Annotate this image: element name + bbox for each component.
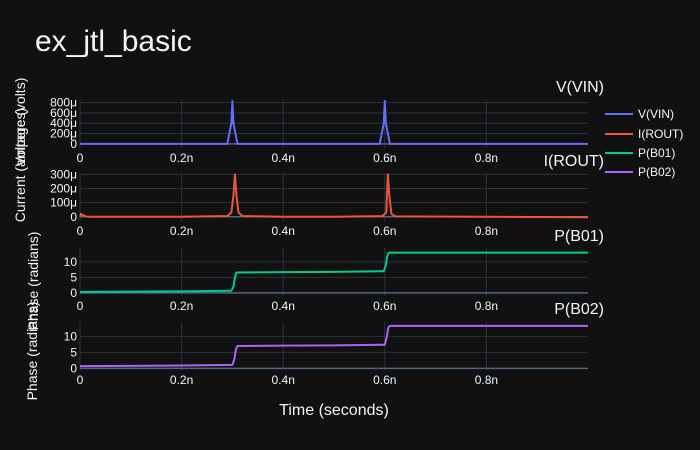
y-tick-label: 200μ bbox=[50, 182, 77, 196]
x-tick-label: 0.2n bbox=[170, 299, 193, 313]
subplot-title: I(ROUT) bbox=[544, 153, 604, 170]
x-axis-label: Time (seconds) bbox=[279, 402, 389, 419]
y-tick-label: 5 bbox=[70, 270, 77, 284]
y-tick-label: 200μ bbox=[50, 127, 77, 141]
x-tick-label: 0.8n bbox=[475, 299, 498, 313]
y-tick-label: 10 bbox=[64, 329, 78, 343]
x-tick-label: 0.6n bbox=[373, 373, 396, 387]
y-tick-label: 300μ bbox=[50, 167, 77, 181]
subplot-title: V(VIN) bbox=[556, 79, 604, 96]
x-tick-label: 0.4n bbox=[272, 299, 295, 313]
y-tick-label: 0 bbox=[70, 137, 77, 151]
y-tick-label: 10 bbox=[64, 255, 78, 269]
chart-title: ex_jtl_basic bbox=[35, 25, 192, 58]
y-tick-label: 600μ bbox=[50, 106, 77, 120]
y-tick-label: 400μ bbox=[50, 116, 77, 130]
legend[interactable]: V(VIN) I(ROUT) P(B01) P(B02) bbox=[605, 107, 683, 179]
x-tick-label: 0.4n bbox=[272, 373, 295, 387]
x-tick-label: 0 bbox=[77, 224, 84, 238]
x-tick-label: 0 bbox=[77, 299, 84, 313]
legend-item-irout[interactable]: I(ROUT) bbox=[605, 127, 683, 141]
subplot-title: P(B01) bbox=[554, 228, 604, 245]
x-tick-label: 0.8n bbox=[475, 151, 498, 165]
x-tick-label: 0.2n bbox=[170, 224, 193, 238]
x-tick-label: 0.8n bbox=[475, 224, 498, 238]
x-tick-label: 0 bbox=[77, 151, 84, 165]
y-axis-label-phase-b02: Phase (radians) bbox=[24, 302, 40, 401]
x-tick-label: 0.2n bbox=[170, 373, 193, 387]
x-tick-label: 0.2n bbox=[170, 151, 193, 165]
series-line-i-rout bbox=[79, 173, 589, 219]
y-tick-label: 5 bbox=[70, 345, 77, 359]
x-tick-label: 0.4n bbox=[272, 151, 295, 165]
y-tick-label: 0 bbox=[70, 210, 77, 224]
series-line-p-b02 bbox=[79, 324, 588, 368]
legend-item-pb01[interactable]: P(B01) bbox=[605, 146, 675, 160]
y-axis-label-phase-b01: Phase (radians) bbox=[25, 232, 41, 331]
x-tick-label: 0.6n bbox=[373, 299, 396, 313]
y-axis-label-voltage: Voltage (volts) bbox=[12, 78, 28, 167]
y-tick-label: 0 bbox=[70, 286, 77, 300]
series-line-v-vin bbox=[80, 100, 588, 145]
x-tick-label: 0.4n bbox=[272, 224, 295, 238]
x-tick-label: 0.8n bbox=[475, 373, 498, 387]
x-tick-label: 0 bbox=[77, 373, 84, 387]
legend-item-vvin[interactable]: V(VIN) bbox=[605, 107, 674, 121]
legend-item-pb02[interactable]: P(B02) bbox=[605, 165, 675, 179]
subplot-title: P(B02) bbox=[554, 301, 604, 318]
x-tick-label: 0.6n bbox=[373, 224, 396, 238]
legend-label: I(ROUT) bbox=[638, 127, 683, 141]
y-tick-label: 800μ bbox=[50, 96, 77, 110]
subplot-3: 0 0.2n 0.4n 0.6n 0.8n 0 510 P(B01) bbox=[64, 228, 604, 313]
legend-label: P(B02) bbox=[638, 165, 675, 179]
subplot-panels: 0 0.2n 0.4n 0.6n 0.8n0200μ400μ600μ800μV(VIN)… bbox=[50, 79, 604, 387]
y-tick-label: 0 bbox=[70, 361, 77, 375]
series-line-p-b01 bbox=[79, 251, 588, 293]
y-tick-label: 100μ bbox=[50, 196, 77, 210]
y-axis-label-current: Current (amperes) bbox=[12, 108, 28, 222]
legend-label: V(VIN) bbox=[638, 107, 674, 121]
legend-label: P(B01) bbox=[638, 146, 675, 160]
x-tick-label: 0.6n bbox=[373, 151, 396, 165]
